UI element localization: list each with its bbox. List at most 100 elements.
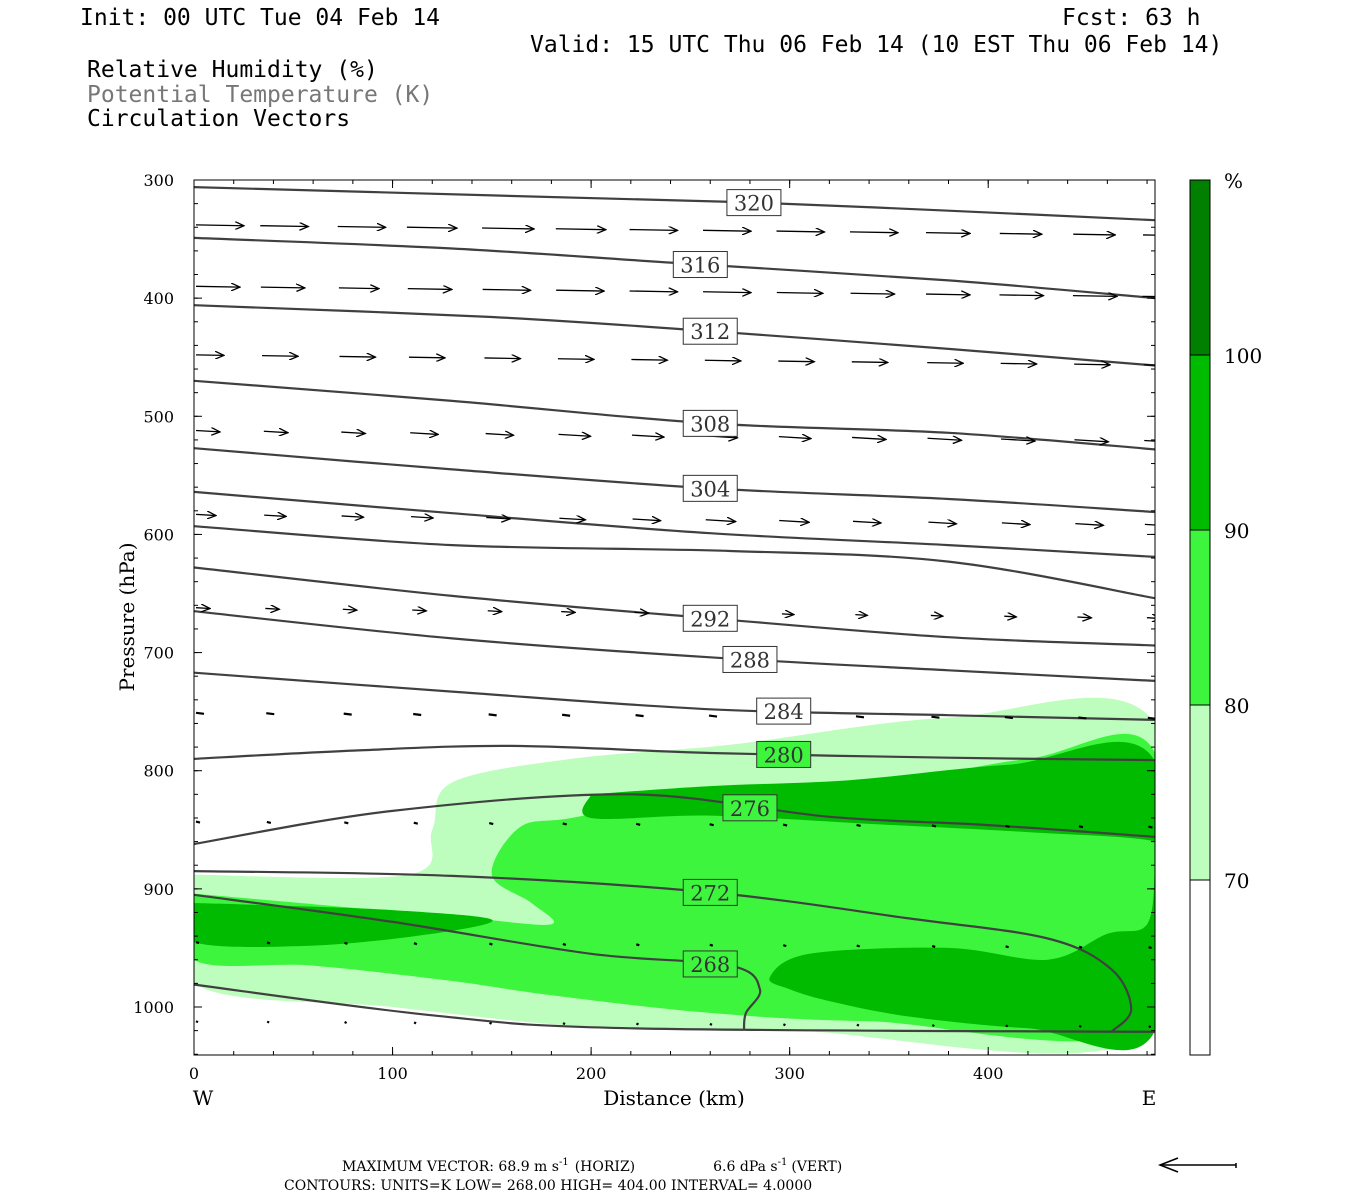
vector-arrow (852, 521, 881, 523)
vector-arrow (781, 614, 794, 615)
contour-label-box-316 (672, 251, 728, 279)
contour-label-276: 276 (730, 797, 770, 821)
vector-arrow (343, 712, 352, 716)
y-tick-label: 1000 (133, 998, 174, 1017)
vector-arrow (266, 1020, 270, 1024)
contour-label-268: 268 (690, 953, 730, 977)
vector-arrow (411, 517, 433, 518)
contour-label-box-276 (722, 794, 778, 822)
vector-arrow (705, 520, 736, 522)
vector-arrow (262, 356, 298, 357)
vector-arrow (1078, 825, 1084, 829)
y-tick-label: 300 (143, 171, 174, 190)
contour-label-box-280 (756, 740, 812, 768)
contour-label-288: 288 (730, 648, 770, 672)
vector-arrow (561, 713, 571, 717)
vector-arrow (487, 611, 502, 612)
axes: 0 100 200 300 400 300 400 500 600 700 800 900 1000 (133, 171, 1155, 1083)
vector-arrow (778, 361, 814, 362)
vector-arrow (631, 435, 664, 437)
contour-label-box-284 (756, 697, 812, 725)
vector-arrow (776, 231, 825, 232)
vector-arrow (412, 610, 426, 611)
vector-arrow (482, 289, 531, 290)
vector-arrow (1143, 364, 1155, 366)
vector-arrow (632, 519, 661, 521)
vector-arrow (344, 941, 348, 945)
vector-arrow (342, 609, 357, 610)
vector-arrow (410, 433, 438, 435)
colorbar-segment (1190, 355, 1210, 530)
vector-arrow (856, 1023, 860, 1027)
vector-arrow (1000, 439, 1035, 441)
theta-contour-276 (194, 793, 1155, 846)
legend-vectors: Circulation Vectors (87, 106, 350, 132)
vector-arrow (1005, 1024, 1009, 1028)
vector-arrow (635, 822, 641, 826)
contour-label-308: 308 (690, 412, 730, 436)
vector-arrow (779, 521, 809, 523)
vector-arrow (1005, 824, 1010, 828)
vector-arrow (482, 228, 534, 229)
vector-arrow (709, 823, 714, 827)
plot-frame (193, 179, 1156, 1056)
vector-arrow (931, 1024, 935, 1028)
vector-arrow (1001, 523, 1030, 525)
vector-arrow (850, 293, 895, 294)
contour-label-280: 280 (764, 743, 804, 767)
theta-contour-320 (194, 186, 1155, 222)
vector-arrow (1142, 295, 1155, 298)
theta-contour-312 (194, 304, 1155, 367)
vector-arrow (855, 715, 865, 719)
vector-arrow (488, 713, 497, 717)
x-tick-label: 400 (973, 1064, 1004, 1083)
vector-arrow (561, 612, 575, 613)
colorbar-label: 90 (1224, 519, 1249, 543)
vector-arrow (195, 1020, 199, 1024)
colorbar-unit: % (1224, 169, 1243, 193)
colorbar-segment (1190, 705, 1210, 880)
theta-contour-304 (194, 447, 1155, 514)
vector-arrow (851, 362, 888, 363)
vector-arrow (1075, 524, 1103, 526)
vector-arrow (562, 942, 567, 947)
vector-arrow (1074, 364, 1110, 365)
vector-arrow (1073, 234, 1115, 235)
contour-label-304: 304 (690, 477, 730, 501)
colorbar-label: 100 (1224, 344, 1262, 368)
theta-contour-272 (194, 870, 1133, 1033)
west-label: W (193, 1086, 214, 1110)
colorbar-label: 70 (1224, 869, 1249, 893)
vector-arrow (486, 517, 510, 518)
vector-arrow (264, 515, 286, 516)
vector-arrow (931, 824, 937, 828)
vector-arrow (195, 355, 224, 356)
theta-contour-300 (194, 490, 1155, 558)
vector-arrow (631, 359, 667, 360)
vector-arrow (406, 227, 457, 228)
vector-arrow (413, 821, 419, 825)
vector-arrow (635, 1022, 639, 1026)
x-axis-title: Distance (km) (603, 1086, 745, 1110)
theta-contour-280 (194, 744, 1155, 762)
vector-arrow (1148, 825, 1153, 829)
vector-arrow (1074, 440, 1108, 442)
vector-arrow (413, 712, 422, 717)
vector-arrow (931, 715, 940, 719)
vector-arrow (1146, 618, 1155, 619)
contour-label-320: 320 (734, 192, 774, 216)
init-time: Init: 00 UTC Tue 04 Feb 14 (80, 5, 440, 31)
y-tick-label: 700 (143, 644, 174, 663)
vector-arrow (408, 357, 445, 358)
reference-vector-arrow (1157, 1157, 1237, 1173)
vector-arrow (928, 522, 956, 524)
colorbar-segment (1190, 880, 1210, 1055)
vector-arrow (1000, 363, 1037, 364)
theta-contour-292 (194, 566, 1155, 647)
y-tick-label: 400 (143, 289, 174, 308)
contour-info: CONTOURS: UNITS=K LOW= 268.00 HIGH= 404.… (284, 1178, 812, 1194)
vector-arrow (484, 358, 520, 359)
vector-arrow (1078, 716, 1087, 720)
vector-arrow (266, 941, 271, 945)
